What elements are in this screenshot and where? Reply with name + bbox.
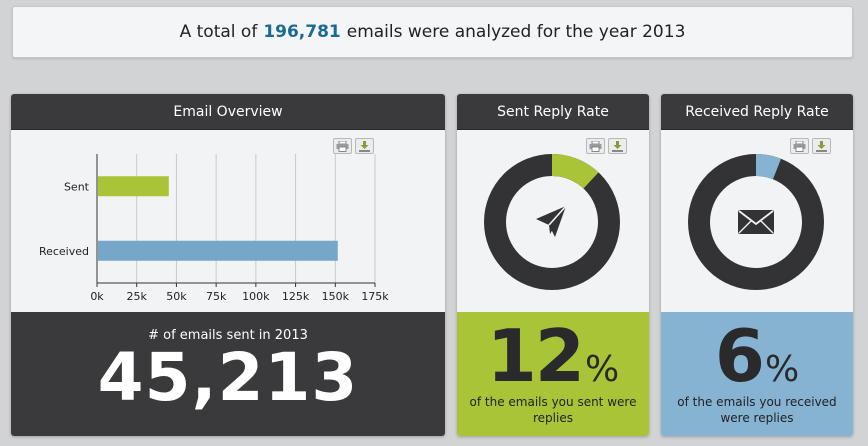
sent-reply-arc [551, 154, 599, 189]
banner-total: 196,781 [263, 22, 341, 42]
email-overview-title: Email Overview [11, 94, 445, 130]
download-icon [359, 140, 370, 152]
category-label: Sent [64, 180, 90, 193]
sent-reply-donut [484, 154, 620, 290]
x-tick-label: 150k [322, 290, 350, 303]
received-reply-rate-panel: Received Reply Rate 6 % o [661, 94, 853, 436]
bar-chart: 0k 25k 50k 75k 100k 125k 150k 175k Sent Received [39, 154, 389, 303]
x-tick-label: 125k [282, 290, 310, 303]
x-tick-label: 25k [127, 290, 148, 303]
received-reply-percent-sign: % [764, 349, 800, 390]
received-reply-percent: 6 % [661, 320, 853, 392]
sent-reply-caption: of the emails you sent were replies [469, 395, 637, 425]
download-button[interactable] [812, 138, 831, 154]
sent-count-value: 45,213 [97, 339, 359, 416]
print-button[interactable] [790, 138, 809, 154]
bar-sent [98, 176, 169, 197]
email-overview-chart: 0k 25k 50k 75k 100k 125k 150k 175k Sent Received [11, 130, 445, 312]
received-reply-arc [755, 154, 782, 180]
received-reply-percent-value: 6 [714, 314, 765, 398]
summary-banner: A total of 196,781 emails were analyzed … [12, 6, 853, 58]
received-reply-donut [688, 154, 824, 290]
received-reply-caption: of the emails you received were replies [677, 395, 837, 425]
received-reply-rate-box: 6 % of the emails you received were repl… [661, 312, 853, 436]
paper-plane-icon [536, 205, 567, 237]
print-icon [793, 140, 806, 152]
banner-prefix: A total of [179, 22, 258, 42]
download-icon [816, 140, 827, 152]
sent-reply-rate-panel: Sent Reply Rate 12 % of t [457, 94, 649, 436]
print-button[interactable] [333, 138, 352, 154]
sent-count-label: # of emails sent in 2013 [148, 328, 308, 343]
download-button[interactable] [608, 138, 627, 154]
chart-toolbar [586, 138, 627, 154]
sent-reply-rate-box: 12 % of the emails you sent were replies [457, 312, 649, 436]
email-overview-panel: Email Overview 0k 25k 50k 75k 100k 125k 150k 17… [11, 94, 445, 436]
print-icon [336, 140, 349, 152]
download-button[interactable] [355, 138, 374, 154]
sent-reply-percent-value: 12 [486, 314, 585, 398]
x-tick-label: 100k [242, 290, 270, 303]
received-reply-rate-title: Received Reply Rate [661, 94, 853, 130]
bar-received [98, 240, 338, 261]
x-tick-label: 50k [166, 290, 187, 303]
sent-count-box: # of emails sent in 2013 45,213 [11, 312, 445, 436]
sent-reply-rate-title: Sent Reply Rate [457, 94, 649, 130]
x-tick-label: 75k [206, 290, 227, 303]
print-icon [589, 140, 602, 152]
download-icon [612, 140, 623, 152]
category-label: Received [39, 245, 89, 258]
x-tick-label: 0k [90, 290, 104, 303]
banner-suffix: emails were analyzed for the year 2013 [346, 22, 686, 42]
print-button[interactable] [586, 138, 605, 154]
chart-toolbar [790, 138, 831, 154]
chart-toolbar [333, 138, 374, 154]
x-tick-label: 175k [361, 290, 389, 303]
envelope-icon [738, 210, 774, 234]
sent-reply-percent-sign: % [584, 349, 620, 390]
sent-reply-percent: 12 % [457, 320, 649, 392]
